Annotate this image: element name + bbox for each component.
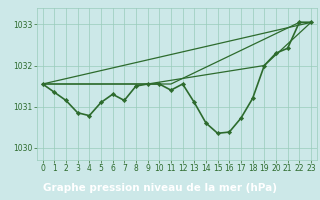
Text: Graphe pression niveau de la mer (hPa): Graphe pression niveau de la mer (hPa) — [43, 183, 277, 193]
